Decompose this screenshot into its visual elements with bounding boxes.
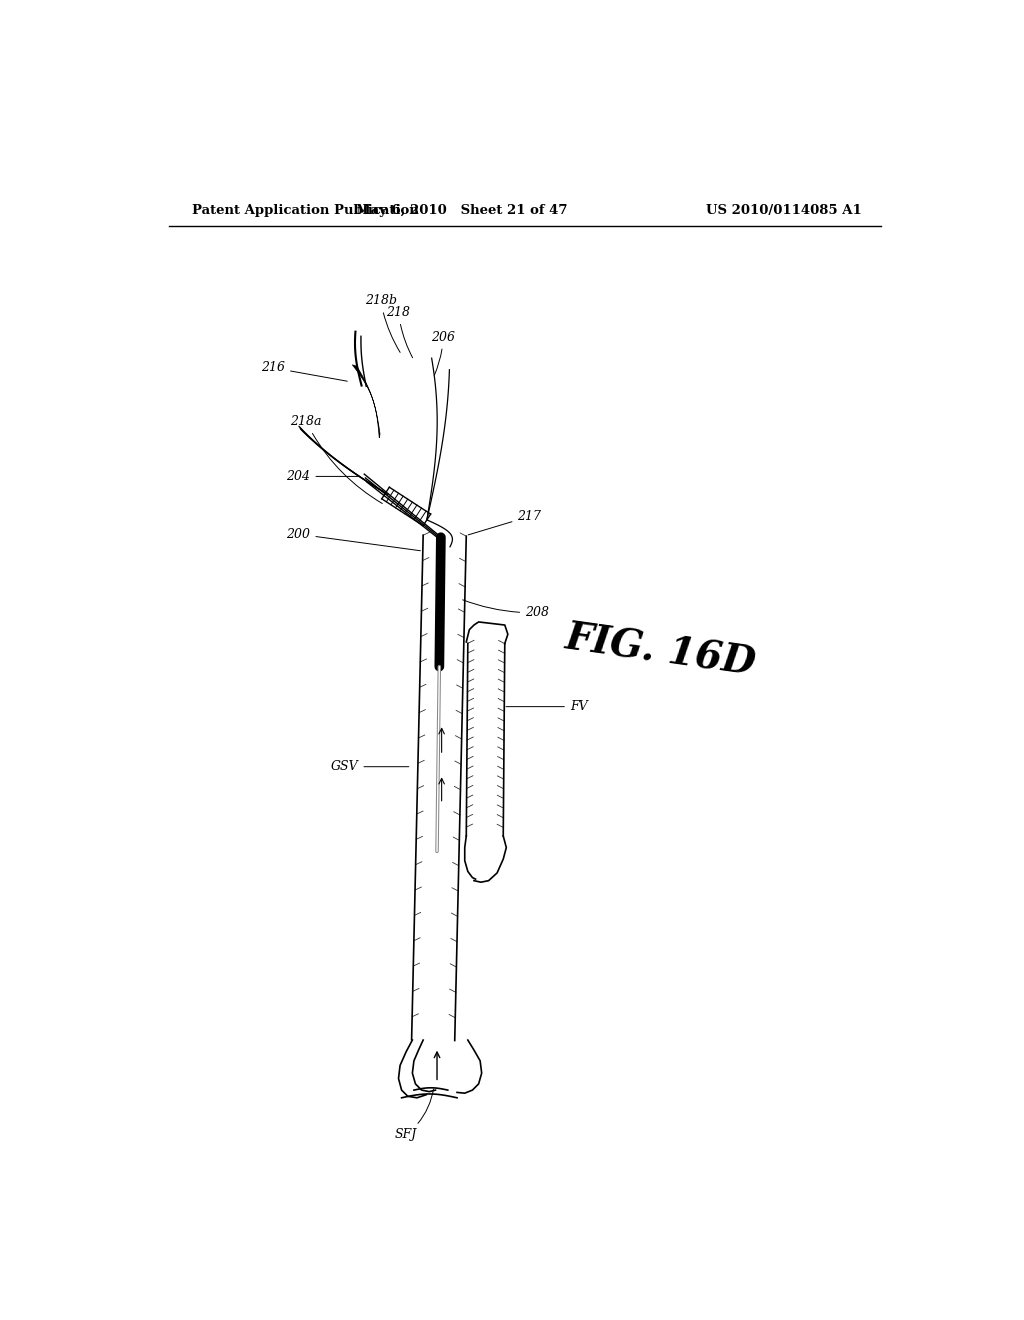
- Text: FV: FV: [506, 700, 588, 713]
- Polygon shape: [352, 364, 380, 438]
- Text: 218a: 218a: [291, 416, 382, 503]
- Text: 208: 208: [463, 599, 549, 619]
- Text: 216: 216: [261, 362, 347, 381]
- Text: 218b: 218b: [365, 294, 400, 352]
- Text: 206: 206: [431, 330, 456, 375]
- Text: FIG. 16D: FIG. 16D: [562, 619, 758, 684]
- Text: 218: 218: [386, 306, 413, 358]
- Text: Patent Application Publication: Patent Application Publication: [193, 205, 419, 218]
- Text: US 2010/0114085 A1: US 2010/0114085 A1: [707, 205, 862, 218]
- Text: 217: 217: [468, 510, 542, 535]
- Text: May 6, 2010   Sheet 21 of 47: May 6, 2010 Sheet 21 of 47: [356, 205, 567, 218]
- Text: SFJ: SFJ: [395, 1089, 433, 1142]
- Text: 200: 200: [287, 528, 421, 550]
- Text: 204: 204: [287, 470, 358, 483]
- Text: GSV: GSV: [331, 760, 409, 774]
